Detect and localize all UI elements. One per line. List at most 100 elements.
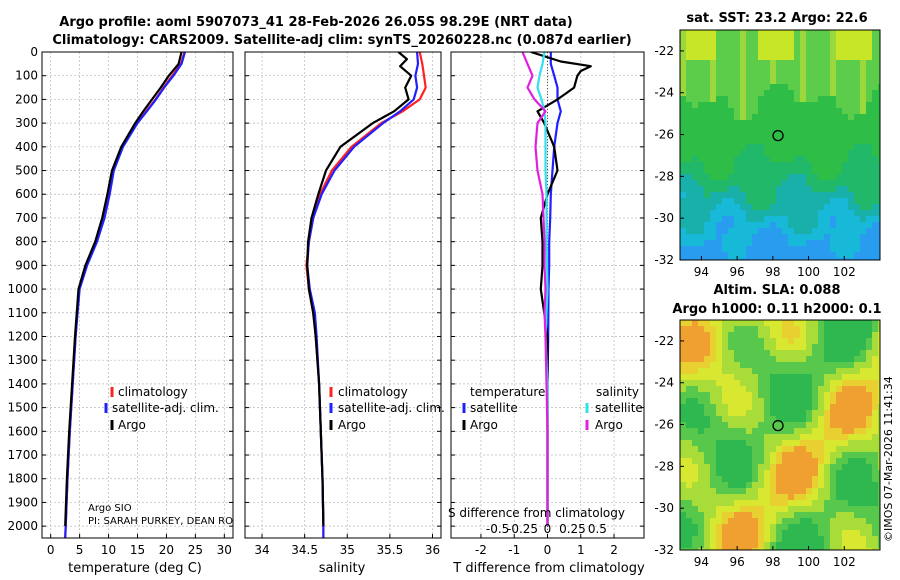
map-cell xyxy=(836,344,843,351)
map-cell xyxy=(812,156,819,163)
map-cell xyxy=(836,252,843,259)
map-cell xyxy=(872,464,879,471)
map-cell xyxy=(716,488,723,495)
sst-map-ticks: 94 96 98 100 102-22-24-26-28-30-32 xyxy=(654,44,855,279)
map-cell xyxy=(830,258,837,260)
map-cell xyxy=(800,234,807,241)
map-cell xyxy=(746,126,753,133)
map-cell xyxy=(866,198,873,205)
map-cell xyxy=(842,96,849,103)
map-cell xyxy=(842,386,849,393)
x-tick-label: 94 xyxy=(694,265,709,279)
x-tick-label: 94 xyxy=(694,555,709,569)
map-cell xyxy=(788,180,795,187)
map-cell xyxy=(854,452,861,459)
map-cell xyxy=(782,422,789,429)
map-cell xyxy=(854,66,861,73)
map-cell xyxy=(806,42,813,49)
map-cell xyxy=(806,54,813,61)
map-cell xyxy=(692,518,699,525)
map-cell xyxy=(770,452,777,459)
map-cell xyxy=(794,42,801,49)
x-tick-label: 96 xyxy=(730,555,745,569)
map-cell xyxy=(818,398,825,405)
map-cell xyxy=(680,96,687,103)
map-cell xyxy=(752,446,759,453)
map-cell xyxy=(686,320,693,327)
map-cell xyxy=(872,150,879,157)
map-cell xyxy=(830,476,837,483)
map-cell xyxy=(704,72,711,79)
map-cell xyxy=(740,446,747,453)
map-cell xyxy=(692,120,699,127)
map-cell xyxy=(842,476,849,483)
map-cell xyxy=(836,476,843,483)
map-cell xyxy=(764,96,771,103)
map-cell xyxy=(836,464,843,471)
map-cell xyxy=(728,362,735,369)
map-cell xyxy=(692,234,699,241)
map-cell xyxy=(818,536,825,543)
map-cell xyxy=(746,440,753,447)
map-cell xyxy=(860,506,867,513)
map-cell xyxy=(680,222,687,229)
map-cell xyxy=(836,60,843,67)
map-cell xyxy=(722,78,729,85)
map-cell xyxy=(740,204,747,211)
map-cell xyxy=(860,102,867,109)
map-cell xyxy=(860,500,867,507)
map-cell xyxy=(776,386,783,393)
map-cell xyxy=(866,228,873,235)
map-cell xyxy=(770,96,777,103)
map-cell xyxy=(746,464,753,471)
map-cell xyxy=(782,326,789,333)
map-cell xyxy=(818,428,825,435)
map-cell xyxy=(812,54,819,61)
map-cell xyxy=(728,150,735,157)
map-cell xyxy=(794,464,801,471)
map-cell xyxy=(818,320,825,327)
map-cell xyxy=(824,66,831,73)
map-cell xyxy=(800,380,807,387)
map-cell xyxy=(830,524,837,531)
map-cell xyxy=(740,428,747,435)
map-cell xyxy=(866,434,873,441)
map-cell xyxy=(716,66,723,73)
map-cell xyxy=(782,120,789,127)
map-cell xyxy=(800,120,807,127)
map-cell xyxy=(722,506,729,513)
map-cell xyxy=(728,548,735,550)
map-cell xyxy=(824,320,831,327)
map-cell xyxy=(680,422,687,429)
map-cell xyxy=(872,168,879,175)
map-cell xyxy=(686,234,693,241)
map-cell xyxy=(704,36,711,43)
map-cell xyxy=(866,548,873,550)
map-cell xyxy=(800,210,807,217)
map-cell xyxy=(842,524,849,531)
map-cell xyxy=(764,338,771,345)
map-cell xyxy=(800,500,807,507)
map-cell xyxy=(686,36,693,43)
map-cell xyxy=(746,446,753,453)
map-cell xyxy=(812,126,819,133)
x-tick-label: -2 xyxy=(475,543,487,557)
map-cell xyxy=(788,512,795,519)
map-cell xyxy=(872,440,879,447)
map-cell xyxy=(710,518,717,525)
map-cell xyxy=(758,482,765,489)
map-cell xyxy=(764,404,771,411)
map-cell xyxy=(872,446,879,453)
map-cell xyxy=(848,476,855,483)
map-cell xyxy=(710,428,717,435)
map-cell xyxy=(812,386,819,393)
map-cell xyxy=(782,512,789,519)
map-cell xyxy=(764,512,771,519)
map-cell xyxy=(704,156,711,163)
map-cell xyxy=(878,338,880,345)
map-cell xyxy=(746,488,753,495)
map-cell xyxy=(860,470,867,477)
map-cell xyxy=(758,386,765,393)
map-cell xyxy=(692,102,699,109)
map-cell xyxy=(686,464,693,471)
